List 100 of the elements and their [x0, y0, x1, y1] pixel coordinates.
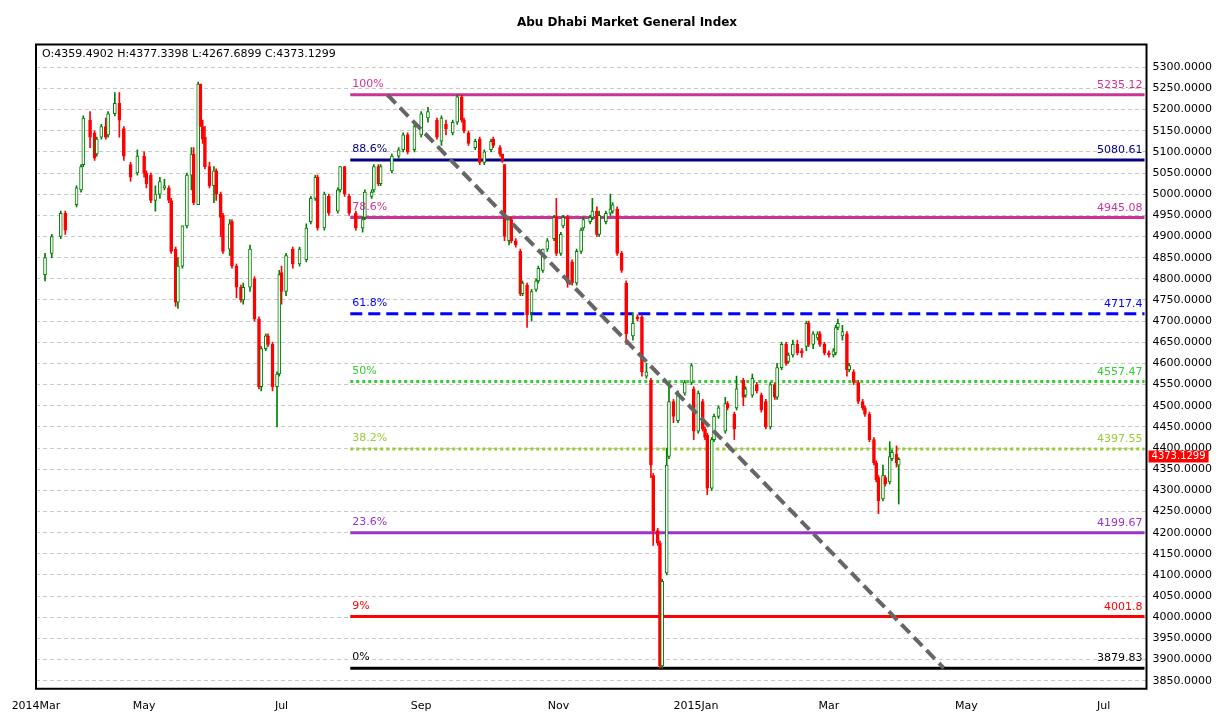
y-tick-label: 4100.0000 — [1152, 567, 1213, 581]
ref-line-label: 4397.55 — [1097, 432, 1143, 446]
candlestick — [624, 280, 628, 345]
ref-line-label: 4945.08 — [1097, 200, 1143, 214]
y-tick-label: 4850.0000 — [1152, 250, 1213, 264]
candlestick — [99, 124, 104, 140]
candlestick — [49, 234, 54, 258]
candlestick — [732, 411, 737, 440]
y-tick-label: 4200.0000 — [1152, 525, 1213, 539]
annotation: 88.6% — [352, 142, 388, 156]
candlestick — [513, 238, 518, 248]
candlestick — [149, 172, 153, 203]
y-tick-label: 4000.0000 — [1152, 610, 1213, 624]
x-tick-label: Mar — [818, 699, 840, 713]
ref-line-label: 4717.4 — [1104, 297, 1143, 311]
candlestick — [347, 193, 351, 216]
candlestick — [354, 210, 358, 231]
y-tick-label: 5300.0000 — [1152, 60, 1213, 74]
y-tick-label: 5150.0000 — [1152, 123, 1213, 137]
candlestick — [559, 231, 563, 256]
x-tick-label: Jul — [1096, 699, 1111, 713]
ref-line-label: 3879.83 — [1097, 651, 1143, 665]
chart-title: Abu Dhabi Market General Index — [516, 15, 738, 30]
candlestick — [284, 253, 288, 297]
candlestick — [498, 145, 502, 157]
candlestick — [113, 92, 117, 117]
y-tick-label: 4600.0000 — [1152, 356, 1213, 370]
ref-line-label: 5235.12 — [1097, 78, 1143, 92]
annotation: 9% — [352, 598, 370, 612]
candlestick — [290, 246, 295, 269]
candlestick — [811, 331, 815, 349]
x-tick-label: 2014Mar — [11, 699, 61, 713]
y-tick-label: 4050.0000 — [1152, 589, 1213, 602]
y-tick-label: 5200.0000 — [1152, 102, 1213, 116]
x-tick-label: 2015Jan — [673, 699, 719, 713]
candlestick — [631, 312, 635, 341]
y-tick-label: 5250.0000 — [1152, 81, 1213, 95]
annotation: 38.2% — [352, 431, 388, 445]
candlestick — [63, 210, 68, 235]
candlestick — [754, 382, 759, 394]
candlestick — [473, 138, 478, 151]
y-tick-label: 4950.0000 — [1152, 208, 1213, 222]
y-tick-label: 4900.0000 — [1152, 229, 1213, 243]
y-tick-label: 4550.0000 — [1152, 377, 1213, 391]
y-tick-label: 4650.0000 — [1152, 335, 1213, 349]
annotation: O:4359.4902 H:4377.3398 L:4267.6899 C:4373.1299 — [42, 47, 336, 61]
candlestick — [426, 107, 430, 123]
candlestick — [764, 399, 768, 430]
candlestick — [259, 346, 264, 392]
candlestick — [525, 282, 529, 328]
candlestick — [322, 191, 327, 231]
candlestick — [847, 363, 852, 373]
ref-line-label: 4199.67 — [1097, 516, 1143, 530]
x-tick-label: Nov — [547, 699, 570, 713]
candlestick — [122, 126, 126, 161]
y-tick-label: 4150.0000 — [1152, 546, 1213, 560]
y-tick-label: 3850.0000 — [1152, 673, 1213, 687]
y-tick-label: 4800.0000 — [1152, 271, 1213, 285]
candlestick — [185, 172, 189, 229]
candlestick — [477, 136, 482, 165]
candlestick — [158, 176, 162, 199]
y-tick-label: 5100.0000 — [1152, 144, 1213, 158]
candlestick — [455, 94, 460, 125]
candlestick — [851, 369, 856, 385]
candlestick — [405, 132, 410, 155]
candlestick — [176, 257, 180, 309]
candlestick — [561, 215, 565, 229]
y-tick-label: 5050.0000 — [1152, 165, 1213, 179]
candlestick — [435, 117, 439, 140]
annotation: 100% — [352, 77, 384, 91]
candlestick — [450, 119, 455, 136]
candlestick — [570, 259, 574, 286]
candlestick — [444, 119, 448, 136]
y-tick-label: 3900.0000 — [1152, 652, 1213, 666]
candlestick — [88, 111, 92, 148]
candlestick — [43, 253, 47, 282]
candlestick — [883, 475, 888, 487]
candlestick — [58, 210, 63, 239]
x-tick-label: May — [132, 699, 156, 713]
x-tick-label: Jul — [273, 699, 289, 713]
ref-line-label: 5080.61 — [1097, 143, 1143, 157]
y-tick-label: 3950.0000 — [1152, 631, 1213, 645]
candlestick — [856, 380, 861, 404]
ref-line-label: 4001.8 — [1104, 599, 1143, 613]
candlestick — [791, 339, 795, 358]
y-tick-label: 4500.0000 — [1152, 398, 1213, 412]
candlestick — [308, 195, 313, 225]
candlestick — [304, 223, 309, 263]
candlestick — [615, 206, 619, 256]
y-tick-label: 5000.0000 — [1152, 187, 1213, 201]
candlestick — [162, 179, 167, 191]
annotation: 50% — [352, 363, 377, 377]
candlestick — [327, 193, 331, 216]
x-tick-label: Sep — [410, 699, 432, 713]
candlestick — [881, 464, 885, 502]
y-tick-label: 4250.0000 — [1152, 504, 1213, 518]
y-tick-label: 4450.0000 — [1152, 419, 1213, 433]
candlestick — [401, 132, 405, 153]
y-tick-label: 4750.0000 — [1152, 292, 1213, 306]
x-tick-label: May — [954, 699, 979, 713]
